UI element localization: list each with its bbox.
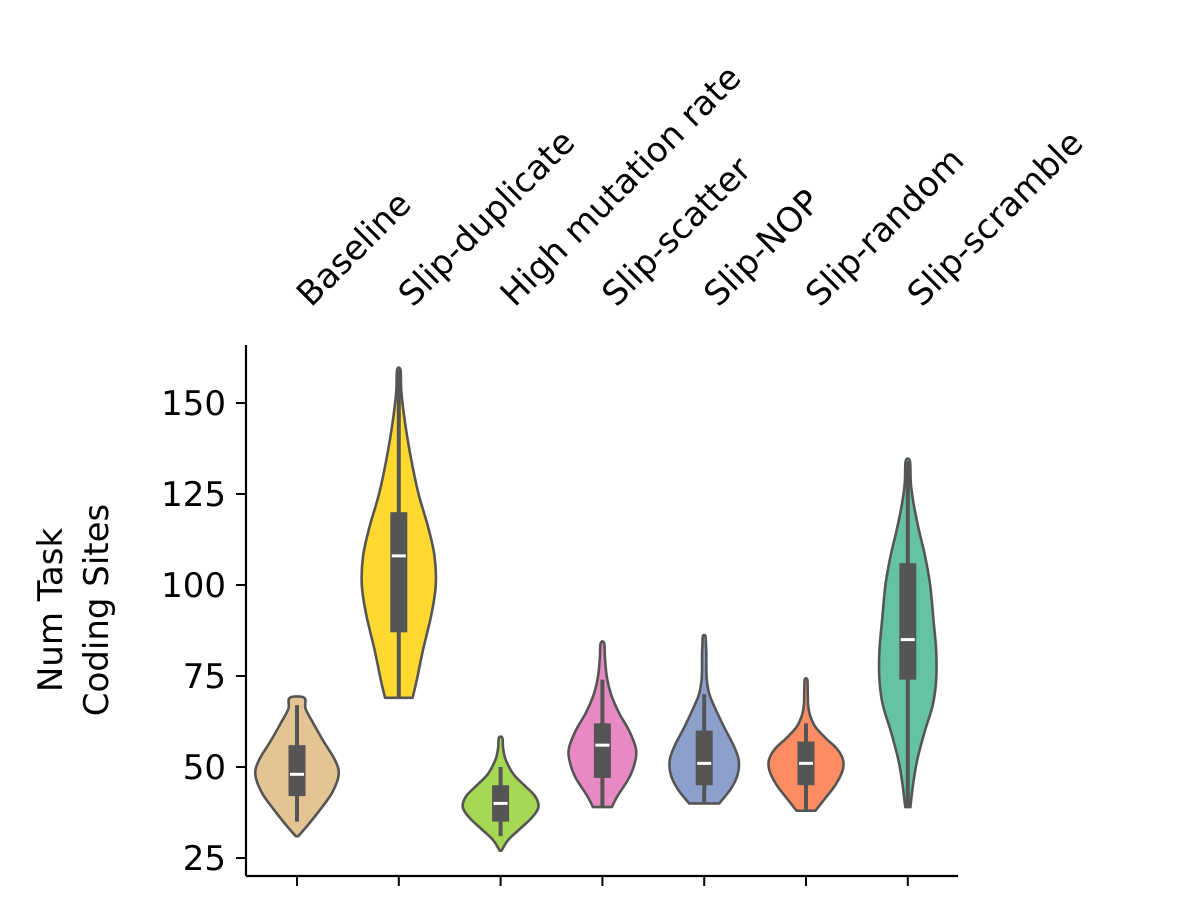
violin — [360, 366, 438, 700]
violin — [461, 735, 540, 853]
y-tick-label: 150 — [161, 384, 226, 424]
y-tick-label: 100 — [161, 566, 226, 606]
violin — [668, 633, 741, 805]
category-label: Slip-scramble — [900, 123, 1091, 314]
category-label: Slip-duplicate — [391, 122, 583, 314]
violin-iqr-box — [593, 723, 611, 778]
violin-iqr-box — [288, 745, 306, 797]
y-tick-label: 50 — [183, 748, 226, 788]
y-axis-title: Num Task Coding Sites — [31, 504, 117, 717]
violin-iqr-box — [390, 512, 408, 633]
y-axis-title-line: Coding Sites — [77, 504, 117, 717]
y-tick-label: 125 — [161, 475, 226, 515]
violin — [567, 640, 638, 809]
violin — [877, 457, 938, 809]
violins-group — [253, 366, 938, 853]
y-tick-label: 75 — [183, 657, 226, 697]
violin — [767, 677, 845, 812]
y-axis: 25 50 75 100 125 150 — [161, 345, 248, 879]
violin-iqr-box — [899, 563, 917, 680]
y-axis-title-line: Num Task — [31, 528, 71, 693]
violin — [253, 695, 341, 838]
y-tick-label: 25 — [183, 839, 226, 879]
x-axis — [246, 874, 958, 886]
violin-iqr-box — [695, 730, 713, 786]
